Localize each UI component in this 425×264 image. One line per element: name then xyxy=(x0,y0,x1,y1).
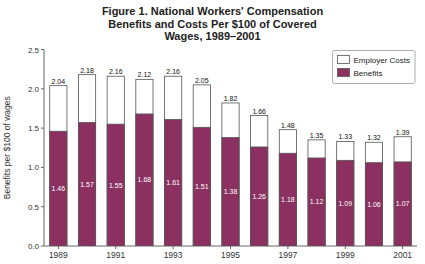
x-tick-label: 2001 xyxy=(393,250,412,260)
x-tick-label: 1993 xyxy=(164,250,183,260)
data-label: 2.16 xyxy=(166,68,180,75)
x-tick xyxy=(287,246,288,249)
data-label: 1.35 xyxy=(310,132,324,139)
legend: Employer Costs Benefits xyxy=(333,51,415,84)
data-label: 2.05 xyxy=(195,77,209,84)
y-axis: 0.0 0.5 1.0 1.5 2.0 2.5 xyxy=(28,46,44,252)
data-label: 1.66 xyxy=(252,108,266,115)
data-label: 1.09 xyxy=(338,200,352,207)
legend-label: Employer Costs xyxy=(354,56,410,65)
bar xyxy=(50,131,67,246)
x-tick-label: 1999 xyxy=(336,250,355,260)
legend-label: Benefits xyxy=(354,69,383,78)
data-label: 1.82 xyxy=(224,95,238,102)
x-tick xyxy=(345,246,346,249)
bar xyxy=(107,124,124,246)
legend-swatch xyxy=(338,69,350,77)
bar xyxy=(337,160,354,246)
y-tick-label: 1.0 xyxy=(28,163,40,172)
data-label: 2.16 xyxy=(109,68,123,75)
data-label: 1.48 xyxy=(281,122,295,129)
data-label: 1.32 xyxy=(367,134,381,141)
title-line: Wages, 1989–2001 xyxy=(164,30,260,42)
data-label: 2.18 xyxy=(80,67,94,74)
bar xyxy=(394,162,411,246)
y-tick-label: 0.0 xyxy=(28,242,40,251)
data-label: 1.33 xyxy=(338,133,352,140)
y-axis-label: Benefits per $100 of wages xyxy=(2,96,12,199)
bar xyxy=(78,75,95,246)
chart-container: Figure 1. National Workers' Compensation… xyxy=(0,0,425,264)
title-line: Figure 1. National Workers' Compensation xyxy=(102,5,324,17)
x-tick-label: 1997 xyxy=(278,250,297,260)
bar xyxy=(365,142,382,246)
bar xyxy=(279,153,296,246)
bar xyxy=(78,123,95,246)
legend-frame xyxy=(333,51,415,84)
bar xyxy=(165,76,182,246)
bar xyxy=(251,116,268,246)
x-tick xyxy=(173,246,174,249)
series-0 xyxy=(50,75,412,246)
title-line: Benefits and Costs Per $100 of Covered xyxy=(108,18,316,30)
y-tick-label: 2.5 xyxy=(28,46,40,55)
data-label: 1.12 xyxy=(310,198,324,205)
bar xyxy=(222,103,239,246)
bar xyxy=(50,86,67,246)
data-label: 1.55 xyxy=(109,182,123,189)
x-tick xyxy=(58,246,59,249)
data-label: 1.68 xyxy=(138,176,152,183)
x-tick-label: 1995 xyxy=(221,250,240,260)
bar xyxy=(136,114,153,246)
y-axis-line xyxy=(44,50,45,247)
y-tick-label: 2.0 xyxy=(28,85,40,94)
data-label: 1.57 xyxy=(80,181,94,188)
x-tick xyxy=(115,246,116,249)
data-label: 2.04 xyxy=(52,78,66,85)
bar xyxy=(251,147,268,246)
bar xyxy=(107,76,124,246)
bar xyxy=(136,79,153,246)
bar xyxy=(394,137,411,246)
bar xyxy=(193,85,210,246)
bar xyxy=(165,119,182,246)
legend-swatch xyxy=(338,56,350,64)
x-axis: 1989 1991 1993 1995 1997 1999 2001 xyxy=(44,246,417,260)
y-tick-label: 1.5 xyxy=(28,124,40,133)
bar xyxy=(337,141,354,246)
bar xyxy=(193,127,210,246)
data-label: 1.46 xyxy=(52,185,66,192)
x-tick xyxy=(402,246,403,249)
bar xyxy=(308,158,325,246)
data-label: 1.39 xyxy=(396,129,410,136)
data-label: 1.61 xyxy=(166,179,180,186)
bar xyxy=(308,140,325,246)
bar xyxy=(365,163,382,246)
data-label: 1.07 xyxy=(396,200,410,207)
data-label: 1.18 xyxy=(281,196,295,203)
x-tick-label: 1989 xyxy=(49,250,68,260)
bars xyxy=(50,75,412,246)
data-label: 1.06 xyxy=(367,201,381,208)
series-1 xyxy=(50,114,412,246)
data-label: 1.51 xyxy=(195,183,209,190)
chart-title: Figure 1. National Workers' Compensation… xyxy=(102,5,324,42)
chart-svg: Figure 1. National Workers' Compensation… xyxy=(0,0,425,264)
x-tick-label: 1991 xyxy=(106,250,125,260)
y-tick-label: 0.5 xyxy=(28,203,40,212)
bar xyxy=(222,138,239,246)
data-label: 2.12 xyxy=(138,71,152,78)
data-label: 1.38 xyxy=(224,188,238,195)
x-tick xyxy=(230,246,231,249)
data-labels: 2.04 2.18 2.16 2.12 2.16 2.05 1.82 1.66 1.48 1.35… xyxy=(52,67,410,208)
data-label: 1.26 xyxy=(252,193,266,200)
bar xyxy=(279,130,296,246)
